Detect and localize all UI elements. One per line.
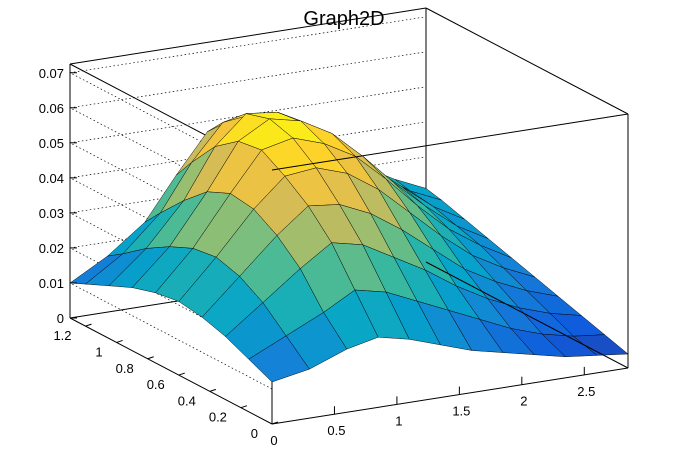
z-tick-label: 0.07 xyxy=(39,66,64,81)
z-tick-label: 0.05 xyxy=(39,136,64,151)
x-tick-label: 2.5 xyxy=(577,384,595,399)
x-tick-label: 0.5 xyxy=(327,423,345,438)
z-tick-label: 0.03 xyxy=(39,206,64,221)
y-axis: 0 0.2 0.4 0.6 0.8 1 1.2 xyxy=(53,323,279,441)
y-tick-label: 1 xyxy=(95,344,102,359)
x-tick-label: 1.5 xyxy=(452,404,470,419)
y-tick-mark xyxy=(240,405,248,409)
chart-title: Graph2D xyxy=(303,8,384,30)
back-wall-gridline xyxy=(69,16,427,74)
x-tick-label: 0 xyxy=(270,433,277,448)
floor-front-edge xyxy=(271,367,629,425)
top-front-edge xyxy=(271,113,629,171)
y-tick-mark xyxy=(116,339,123,343)
y-tick-mark xyxy=(209,388,217,392)
surface-mesh xyxy=(69,111,629,383)
z-tick-label: 0.02 xyxy=(39,241,64,256)
axis-frame xyxy=(271,7,629,425)
y-tick-label: 0 xyxy=(251,426,258,441)
z-tick-label: 0.06 xyxy=(39,101,64,116)
x-axis: 0 0.5 1 1.5 2 2.5 xyxy=(270,366,595,448)
top-back-edge xyxy=(69,7,427,65)
y-tick-label: 0.6 xyxy=(147,377,165,392)
floor-left-edge xyxy=(69,317,273,425)
top-right-edge xyxy=(425,7,629,115)
y-tick-label: 0.4 xyxy=(178,393,196,408)
z-tick-label: 0 xyxy=(57,311,64,326)
floor-right-edge xyxy=(425,261,629,369)
y-tick-mark xyxy=(271,421,279,425)
back-wall-gridline xyxy=(69,51,427,109)
z-axis: 0 0.01 0.02 0.03 0.04 0.05 0.06 0.07 xyxy=(39,66,77,326)
y-tick-mark xyxy=(147,356,154,360)
y-tick-label: 0.2 xyxy=(209,410,227,425)
y-tick-mark xyxy=(85,323,92,327)
x-tick-label: 1 xyxy=(395,413,402,428)
z-tick-label: 0.01 xyxy=(39,276,64,291)
z-tick-label: 0.04 xyxy=(39,171,64,186)
surface-quad xyxy=(573,334,629,356)
y-tick-mark xyxy=(178,372,185,376)
y-tick-label: 1.2 xyxy=(53,328,71,343)
x-tick-label: 2 xyxy=(520,394,527,409)
y-tick-label: 0.8 xyxy=(116,361,134,376)
